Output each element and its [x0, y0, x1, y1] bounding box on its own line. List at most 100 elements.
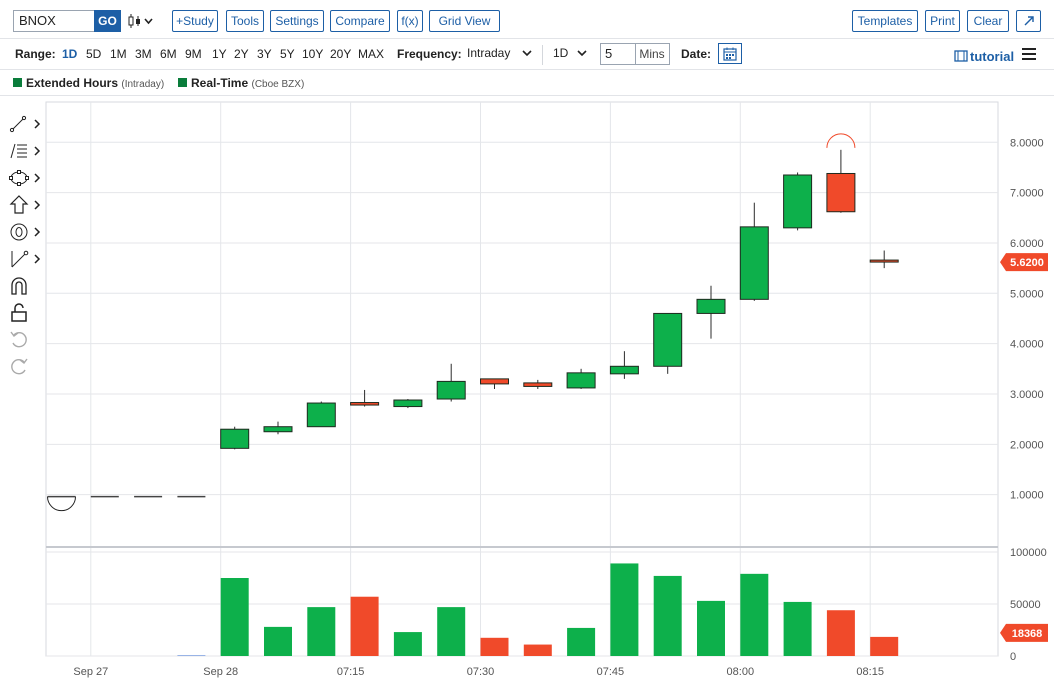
go-button[interactable]: GO	[94, 10, 121, 32]
range-1y[interactable]: 1Y	[212, 47, 227, 61]
lock-tool[interactable]	[8, 302, 44, 324]
calendar-icon	[723, 47, 737, 61]
candle-body	[869, 259, 899, 263]
range-1m[interactable]: 1M	[110, 47, 127, 61]
legend-realtime-source: (Cboe BZX)	[251, 79, 305, 90]
candle-body	[696, 298, 726, 314]
fibonacci-icon	[10, 143, 41, 159]
study-button[interactable]: +Study	[172, 10, 218, 32]
measure-tool[interactable]	[8, 248, 44, 270]
range-2y[interactable]: 2Y	[234, 47, 249, 61]
trendline-icon	[9, 115, 41, 133]
time-tick-label: Sep 28	[203, 666, 238, 678]
range-1d[interactable]: 1D	[62, 47, 78, 61]
low-marker-arc	[47, 496, 76, 512]
volume-bar	[653, 575, 682, 656]
volume-bar	[220, 578, 249, 656]
print-button[interactable]: Print	[925, 10, 960, 32]
range-5y[interactable]: 5Y	[280, 47, 295, 61]
magnet-tool[interactable]	[8, 275, 44, 297]
high-marker-arc	[826, 133, 856, 148]
arrow-tool[interactable]	[8, 194, 44, 216]
range-20y[interactable]: 20Y	[330, 47, 352, 61]
unlock-icon	[11, 303, 27, 322]
range-3m[interactable]: 3M	[135, 47, 152, 61]
redo-icon	[11, 358, 28, 375]
tutorial-link[interactable]: tutorial	[970, 49, 1015, 64]
candle-body	[436, 380, 466, 400]
candle-body	[783, 174, 813, 229]
tools-button[interactable]: Tools	[226, 10, 264, 32]
volume-bar	[783, 601, 812, 656]
fx-button[interactable]: f(x)	[397, 10, 423, 32]
candle-body	[220, 428, 250, 449]
templates-button[interactable]: Templates	[852, 10, 918, 32]
volume-bar	[480, 637, 509, 656]
price-tick-label: 3.0000	[1010, 389, 1044, 401]
range-5d[interactable]: 5D	[86, 47, 102, 61]
time-tick-label: Sep 27	[73, 666, 108, 678]
candle-body	[350, 402, 380, 406]
chart-type-selector[interactable]	[127, 11, 157, 31]
clear-button[interactable]: Clear	[967, 10, 1009, 32]
range-label: Range:	[15, 47, 56, 61]
range-6m[interactable]: 6M	[160, 47, 177, 61]
settings-button[interactable]: Settings	[270, 10, 324, 32]
fibonacci-tool[interactable]	[8, 140, 44, 162]
time-tick-label: 07:30	[467, 666, 495, 678]
legend-extended-name: Extended Hours	[26, 76, 119, 90]
period-select[interactable]: 1D	[553, 46, 569, 60]
candle-body	[739, 226, 769, 300]
compare-button[interactable]: Compare	[330, 10, 390, 32]
interval-unit: Mins	[635, 43, 670, 65]
time-tick-label: 07:15	[337, 666, 365, 678]
chevron-down-icon[interactable]	[576, 47, 588, 59]
price-tick-label: 8.0000	[1010, 137, 1044, 149]
price-tick-label: 2.0000	[1010, 439, 1044, 451]
range-max[interactable]: MAX	[358, 47, 385, 61]
candle-body	[609, 365, 639, 375]
frequency-select[interactable]: Intraday	[467, 46, 511, 60]
candle-body	[480, 378, 509, 385]
price-tick-label: 7.0000	[1010, 188, 1044, 200]
divider	[542, 45, 543, 65]
range-3y[interactable]: 3Y	[257, 47, 272, 61]
volume-bar	[870, 636, 899, 656]
legend-swatch-extended	[13, 78, 22, 87]
chart-legend: Extended Hours (Intraday) Real-Time (Cbo…	[0, 72, 1054, 96]
undo-button[interactable]	[8, 329, 44, 351]
time-tick-label: 08:15	[856, 666, 884, 678]
expand-button[interactable]	[1016, 10, 1041, 32]
redo-button[interactable]	[8, 356, 44, 378]
volume-bar	[393, 632, 422, 656]
volume-bar	[740, 573, 769, 656]
volume-bar	[437, 607, 466, 656]
trendline-tool[interactable]	[8, 113, 44, 135]
volume-bar	[264, 626, 292, 656]
candle-body	[263, 426, 293, 433]
volume-bar	[523, 644, 552, 656]
chevron-down-icon	[144, 18, 153, 25]
legend-real-time[interactable]: Real-Time (Cboe BZX)	[191, 76, 304, 90]
hamburger-menu-icon[interactable]	[1022, 47, 1036, 61]
chevron-down-icon[interactable]	[521, 47, 533, 59]
shape-tool[interactable]	[8, 167, 44, 189]
volume-bar	[350, 596, 379, 656]
grid-view-button[interactable]: Grid View	[429, 10, 500, 32]
price-tick-label: 5.0000	[1010, 288, 1044, 300]
time-tick-label: 07:45	[597, 666, 625, 678]
expand-icon	[1024, 16, 1034, 26]
range-9m[interactable]: 9M	[185, 47, 202, 61]
date-label: Date:	[681, 47, 712, 61]
interval-input[interactable]: 5	[600, 43, 636, 65]
range-10y[interactable]: 10Y	[302, 47, 324, 61]
volume-tick-label: 50000	[1010, 599, 1041, 611]
text-marker-tool[interactable]	[8, 221, 44, 243]
range-toolbar: Range: 1D 5D 1M 3M 6M 9M 1Y 2Y 3Y 5Y 10Y…	[0, 38, 1054, 70]
last-price-label: 5.6200	[1010, 257, 1044, 269]
legend-extended-hours[interactable]: Extended Hours (Intraday)	[26, 76, 164, 90]
magnet-icon	[11, 277, 27, 295]
volume-bar	[610, 563, 639, 656]
date-picker-button[interactable]	[718, 43, 742, 64]
